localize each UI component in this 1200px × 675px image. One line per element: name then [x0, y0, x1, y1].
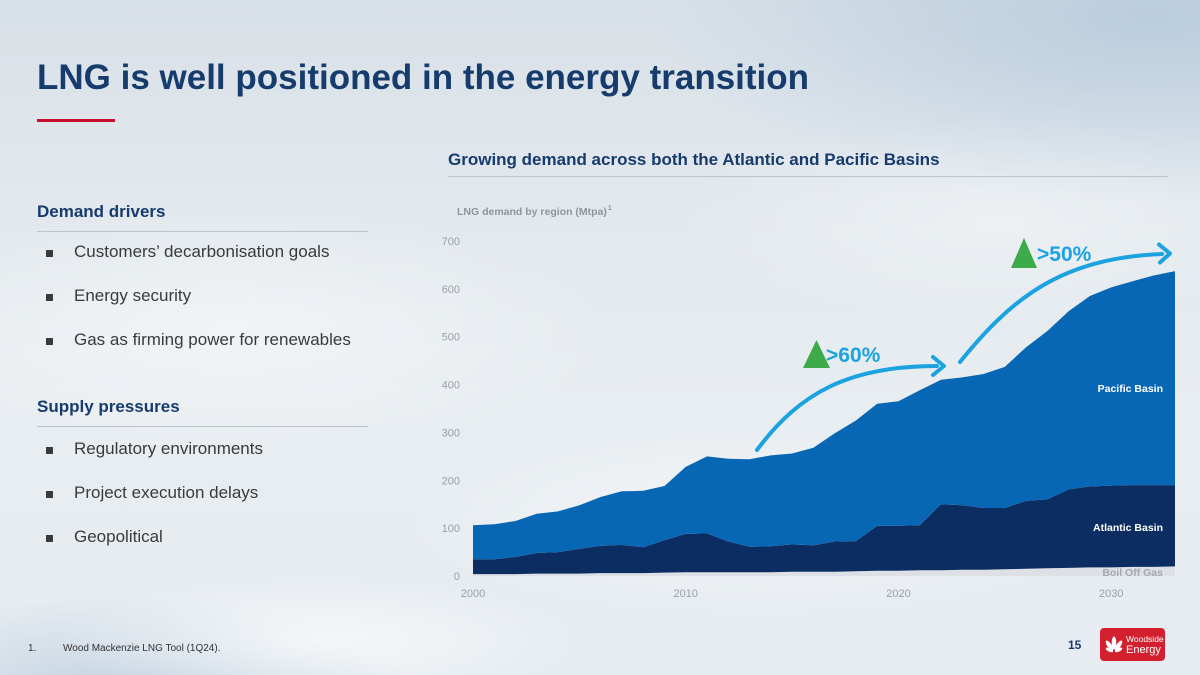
- bullet-square-icon: [46, 337, 53, 345]
- bullet-square-icon: [46, 447, 53, 454]
- section-heading: Demand drivers: [37, 202, 166, 221]
- growth-label-second: >50%: [1037, 243, 1092, 266]
- growth-label-first: >60%: [826, 344, 881, 367]
- section-divider: [37, 426, 368, 427]
- growth-arrowhead-second: [1157, 242, 1172, 265]
- list-item: Customers’ decarbonisation goals: [37, 242, 397, 262]
- area-boil-off-gas: [473, 566, 1175, 576]
- y-tick-label-600: 600: [442, 284, 460, 296]
- area-pacific-basin: [473, 271, 1175, 560]
- bullet-text: Energy security: [74, 285, 192, 305]
- bullet-square-icon: [46, 490, 53, 498]
- bullet-square-icon: [46, 293, 53, 301]
- title-accent-bar: [37, 119, 115, 122]
- growth-arrow-second: [958, 252, 1164, 364]
- chart-title: LNG demand by region (Mtpa)1: [457, 205, 612, 219]
- section-heading: Supply pressures: [37, 397, 180, 416]
- chart-title-footnote-ref: 1: [607, 205, 612, 212]
- slide-title: LNG is well positioned in the energy tra…: [37, 58, 810, 97]
- x-tick-label-2010: 2010: [673, 588, 697, 600]
- logo-wordmark-line1: Woodside: [1126, 634, 1164, 644]
- chart-axis-labels: 0 100 200 300 400 500 600 700 2000 2010 2020 2030: [442, 236, 1124, 600]
- y-tick-label-0: 0: [454, 571, 460, 583]
- footnote-marker: 1.: [28, 643, 37, 654]
- woodside-energy-logo: Woodside Energy: [1100, 628, 1165, 661]
- bullet-list: Customers’ decarbonisation goals Energy …: [37, 242, 397, 374]
- series-label-pacific-basin: Pacific Basin: [1097, 383, 1163, 395]
- list-item: Regulatory environments: [37, 439, 397, 459]
- y-tick-label-100: 100: [442, 523, 460, 535]
- x-tick-label-2020: 2020: [886, 588, 910, 600]
- chart-area-layer: [473, 271, 1175, 576]
- growth-arrowhead-first: [931, 355, 946, 377]
- bullet-text: Gas as firming power for renewables: [74, 329, 351, 349]
- chart-title-text: LNG demand by region (Mtpa): [457, 206, 607, 218]
- bullet-text: Project execution delays: [74, 482, 259, 502]
- bullet-text: Regulatory environments: [74, 439, 263, 458]
- list-item: Project execution delays: [37, 483, 397, 503]
- list-item: Energy security: [37, 286, 397, 306]
- up-triangle-icon: [1011, 238, 1037, 268]
- section-divider: [37, 231, 368, 232]
- y-tick-label-300: 300: [442, 427, 460, 439]
- footnote-text: Wood Mackenzie LNG Tool (1Q24).: [63, 643, 221, 654]
- y-tick-label-700: 700: [442, 236, 460, 248]
- page-number: 15: [1068, 638, 1082, 652]
- y-tick-label-500: 500: [442, 332, 460, 344]
- area-atlantic-basin: [473, 485, 1175, 575]
- woodside-flower-icon: [1105, 636, 1123, 653]
- list-item: Geopolitical: [37, 527, 397, 547]
- bullet-list: Regulatory environments Project executio…: [37, 439, 397, 571]
- demand-drivers-section: Demand drivers Customers’ decarbonisatio…: [37, 202, 368, 372]
- x-tick-label-2000: 2000: [461, 588, 485, 600]
- series-label-boil-off-gas: Boil Off Gas: [1102, 567, 1163, 579]
- y-tick-label-400: 400: [442, 380, 460, 392]
- logo-wordmark-line2: Energy: [1126, 644, 1161, 656]
- bullet-square-icon: [46, 250, 53, 257]
- supply-pressures-section: Supply pressures Regulatory environments…: [37, 397, 368, 567]
- bullet-square-icon: [46, 534, 53, 542]
- bullet-text: Customers’ decarbonisation goals: [74, 242, 330, 261]
- x-tick-label-2030: 2030: [1099, 588, 1123, 600]
- list-item: Gas as firming power for renewables: [37, 330, 397, 350]
- series-label-atlantic-basin: Atlantic Basin: [1092, 522, 1163, 534]
- bullet-text: Geopolitical: [74, 526, 163, 546]
- growth-annotations: [755, 238, 1172, 452]
- section-divider: [448, 176, 1168, 177]
- up-triangle-icon: [803, 340, 830, 368]
- lng-demand-area-chart: 0 100 200 300 400 500 600 700 2000 2010 2020 2030: [442, 236, 1175, 600]
- chart-section-heading: Growing demand across both the Atlantic …: [448, 150, 940, 169]
- y-tick-label-200: 200: [442, 475, 460, 487]
- growth-arrow-first: [755, 364, 939, 452]
